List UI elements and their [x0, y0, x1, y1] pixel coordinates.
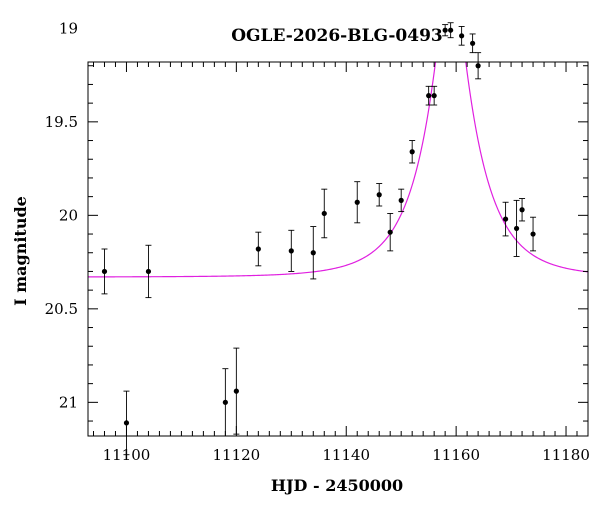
y-tick-label: 20 — [59, 206, 78, 224]
data-point — [469, 33, 476, 54]
data-point — [447, 22, 454, 39]
data-point — [233, 347, 240, 435]
plot-frame — [87, 61, 589, 437]
data-point — [513, 199, 520, 257]
data-point — [376, 183, 383, 207]
data-point — [288, 229, 295, 272]
x-tick-label: 11100 — [103, 446, 151, 464]
data-point — [101, 248, 108, 295]
model-curve — [88, 62, 588, 278]
data-marker — [431, 93, 437, 99]
data-point — [431, 85, 438, 106]
data-point — [321, 188, 328, 239]
data-marker — [530, 231, 536, 237]
data-marker — [470, 40, 476, 46]
data-marker — [426, 93, 432, 99]
data-marker — [502, 216, 509, 222]
data-point — [502, 201, 509, 237]
data-point — [398, 188, 405, 213]
data-marker — [288, 248, 294, 254]
data-point — [519, 198, 526, 222]
data-marker — [310, 250, 316, 256]
x-tick-label: 11180 — [542, 446, 590, 464]
data-point — [354, 181, 361, 224]
data-point — [409, 140, 416, 164]
data-marker — [354, 199, 360, 205]
data-point — [425, 85, 432, 106]
y-axis-label: I magnitude — [11, 196, 30, 306]
y-tick-label: 19.5 — [45, 113, 78, 131]
data-marker — [442, 27, 448, 33]
y-tick-label: 19 — [59, 19, 78, 37]
y-tick-label: 21 — [59, 393, 78, 411]
data-point — [255, 231, 262, 267]
data-marker — [255, 246, 261, 252]
data-marker — [101, 268, 108, 275]
x-tick-label: 11160 — [432, 446, 480, 464]
y-tick-label: 20.5 — [45, 300, 78, 318]
data-marker — [123, 420, 130, 426]
x-tick-label: 11140 — [322, 446, 370, 464]
plot-area: 11100 11120 11140 11160 11180 19 19.5 20 20.5 21 — [45, 19, 590, 464]
data-marker — [459, 33, 465, 39]
data-marker — [222, 399, 228, 405]
data-marker — [409, 149, 415, 155]
data-marker — [519, 207, 525, 213]
data-point — [145, 244, 152, 299]
data-marker — [233, 388, 239, 394]
data-point — [530, 216, 537, 252]
data-point — [222, 368, 229, 437]
data-point — [458, 26, 465, 46]
data-marker — [376, 192, 382, 198]
x-tick-label: 11120 — [212, 446, 260, 464]
data-point — [442, 24, 449, 37]
data-point — [310, 226, 317, 280]
chart-title: OGLE-2026-BLG-0493 — [231, 26, 443, 46]
data-marker — [321, 210, 327, 217]
data-marker — [448, 27, 454, 33]
data-marker — [145, 268, 152, 275]
data-marker — [387, 229, 393, 235]
data-point — [387, 213, 394, 252]
data-point — [123, 390, 130, 456]
x-axis-label: HJD - 2450000 — [271, 476, 403, 495]
data-marker — [513, 225, 520, 232]
data-marker — [398, 197, 404, 203]
